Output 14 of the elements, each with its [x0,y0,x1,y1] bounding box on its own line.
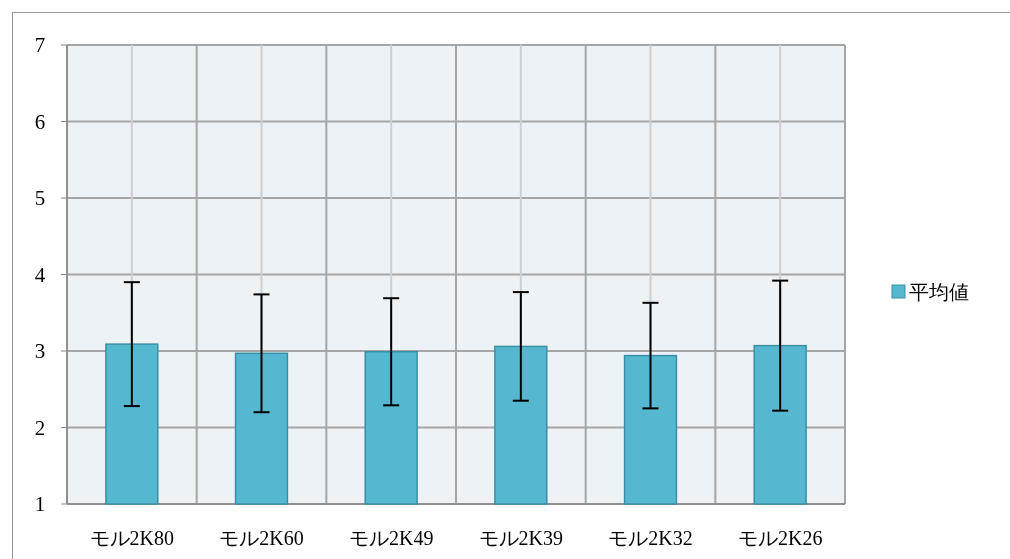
y-tick-label: 7 [34,33,46,57]
x-tick-label: モル2K49 [348,527,434,549]
x-tick-label: モル2K39 [478,527,564,549]
x-tick-label: モル2K32 [608,527,693,549]
y-tick-label: 2 [34,415,46,440]
y-tick-label: 3 [34,339,46,363]
x-tick-label: モル2K60 [219,527,304,549]
x-tick-label: モル2K80 [89,527,175,549]
y-tick-label: 1 [34,492,46,516]
y-tick-label: 6 [34,109,46,134]
y-tick-label: 5 [34,186,46,210]
legend-label: 平均値 [909,280,969,304]
y-tick-label: 4 [34,262,46,287]
x-tick-label: モル2K26 [737,527,823,549]
